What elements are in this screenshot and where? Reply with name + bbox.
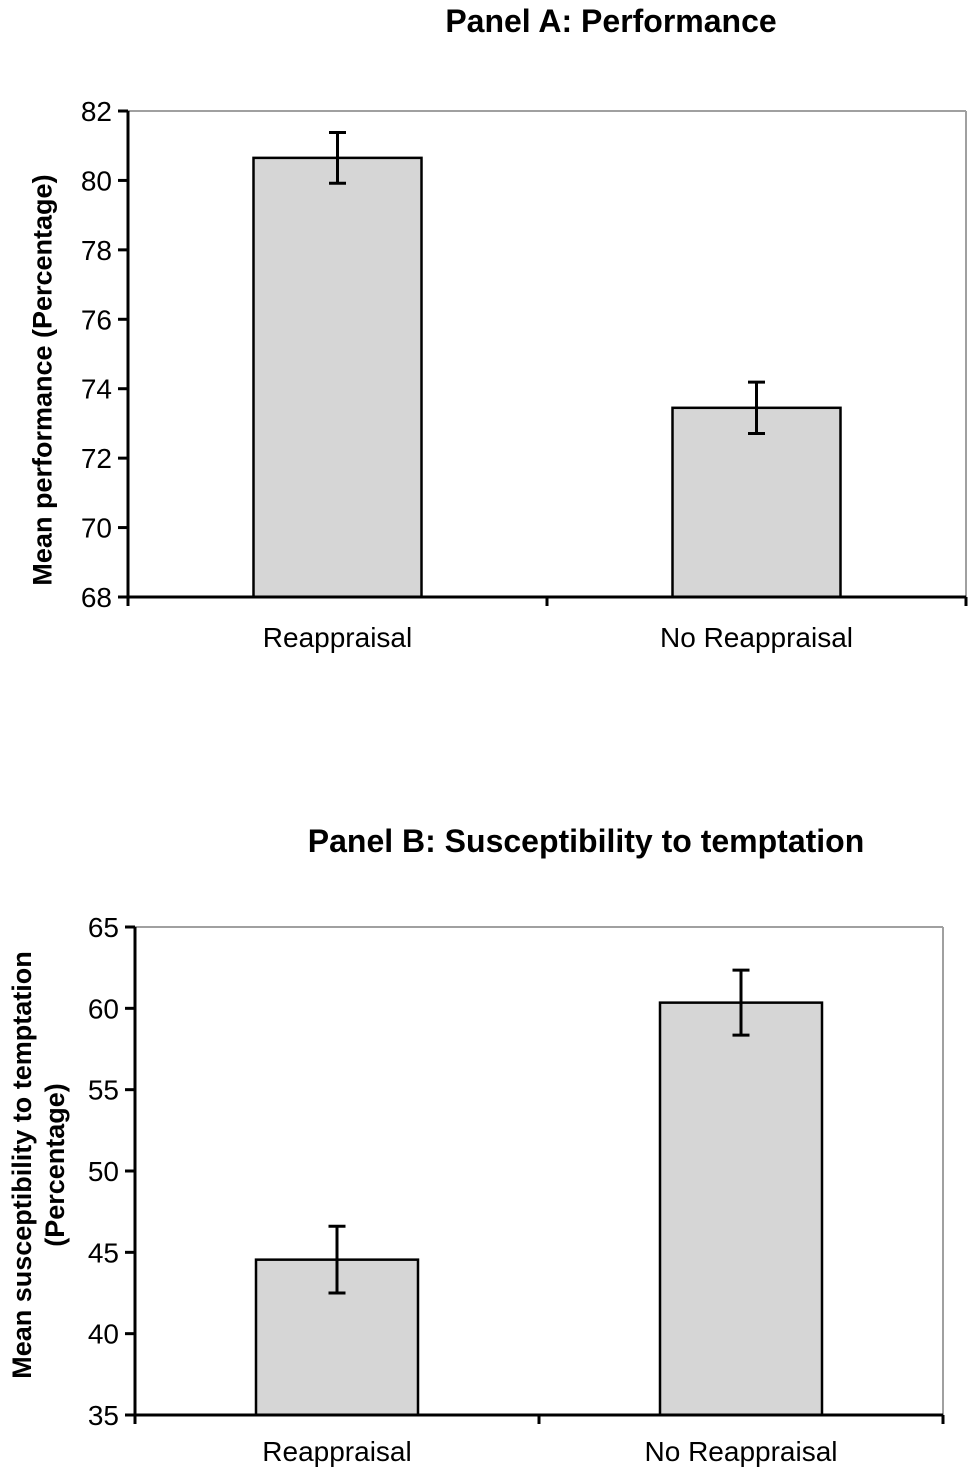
panel-a-bar-reappraisal — [252, 156, 423, 599]
panel-b-ytick-label-50: 50 — [88, 1156, 119, 1187]
panel-a-ytick-label-72: 72 — [81, 443, 112, 474]
panel-b-ytick-label-40: 40 — [88, 1319, 119, 1350]
panel-b-y-axis-label-line2: (Percentage) — [40, 1083, 70, 1247]
panel-b-ytick-label-55: 55 — [88, 1075, 119, 1106]
panel-a-ytick-label-78: 78 — [81, 235, 112, 266]
panel-a-title: Panel A: Performance — [445, 3, 777, 39]
panel-a-category-label-reappraisal: Reappraisal — [263, 622, 412, 653]
panel-a-ytick-label-74: 74 — [81, 374, 112, 405]
panel-b-category-label-no-reappraisal: No Reappraisal — [645, 1436, 838, 1467]
panel-a-ytick-label-68: 68 — [81, 582, 112, 613]
panel-a-ytick-label-70: 70 — [81, 513, 112, 544]
panel-b-ytick-label-35: 35 — [88, 1400, 119, 1431]
panel-a-category-label-no-reappraisal: No Reappraisal — [660, 622, 853, 653]
panel-a-ytick-label-82: 82 — [81, 96, 112, 127]
panel-b-ytick-label-45: 45 — [88, 1237, 119, 1268]
panel-a-y-axis-label: Mean performance (Percentage) — [27, 174, 58, 586]
panel-b-ytick-label-60: 60 — [88, 993, 119, 1024]
panel-b-ytick-label-65: 65 — [88, 912, 119, 943]
panel-b-title: Panel B: Susceptibility to temptation — [307, 823, 865, 859]
panel-a-ytick-label-80: 80 — [81, 165, 112, 196]
panel-a-ytick-label-76: 76 — [81, 304, 112, 335]
panel-b-bar-no-reappraisal — [658, 1001, 824, 1417]
panel-b-category-label-reappraisal: Reappraisal — [262, 1436, 411, 1467]
panel-b-y-axis-label-line1: Mean susceptibility to temptation — [7, 951, 37, 1379]
panel-a-bar-no-reappraisal — [671, 406, 842, 599]
panel-b-y-axis-label: Mean susceptibility to temptation (Perce… — [6, 951, 72, 1379]
